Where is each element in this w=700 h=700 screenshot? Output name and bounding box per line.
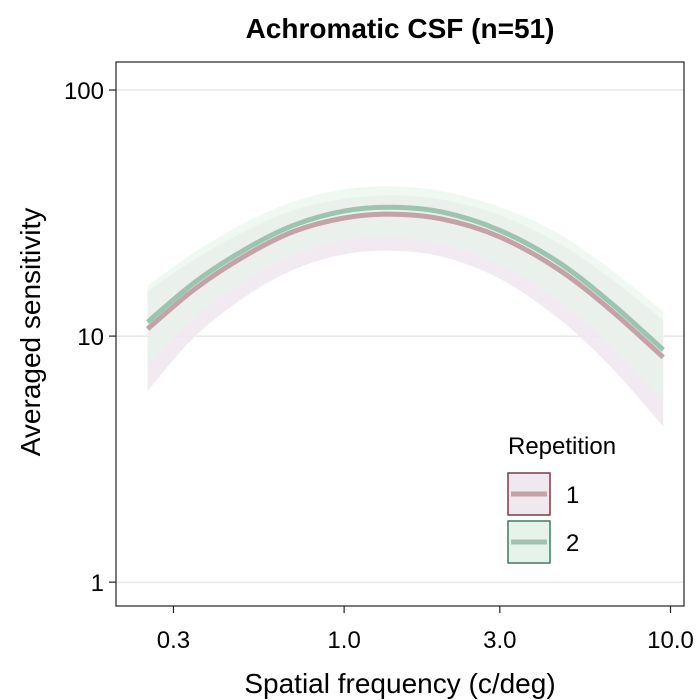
x-tick-label-0: 0.3 — [157, 627, 190, 654]
plot-panel-border — [115, 61, 685, 607]
legend-title: Repetition — [508, 433, 616, 460]
chart-title: Achromatic CSF (n=51) — [246, 13, 555, 44]
y-axis-ticks: 1 10 100 — [64, 78, 116, 597]
x-axis-ticks: 0.3 1.0 3.0 10.0 — [157, 606, 694, 654]
y-tick-label-1: 10 — [77, 324, 104, 351]
series-lines — [145, 204, 665, 360]
x-axis-title: Spatial frequency (c/deg) — [244, 668, 555, 699]
x-tick-label-2: 3.0 — [483, 627, 516, 654]
legend-label-1: 1 — [566, 482, 579, 509]
series-line-1 — [145, 211, 665, 360]
legend: Repetition 12 — [507, 433, 616, 564]
y-axis-title: Averaged sensitivity — [15, 208, 46, 457]
x-tick-label-3: 10.0 — [647, 627, 694, 654]
series-line-2 — [145, 204, 665, 352]
x-tick-label-1: 1.0 — [327, 627, 360, 654]
legend-items: 12 — [507, 472, 579, 564]
y-tick-label-2: 100 — [64, 78, 104, 105]
y-tick-label-0: 1 — [91, 570, 104, 597]
legend-label-2: 2 — [566, 530, 579, 557]
